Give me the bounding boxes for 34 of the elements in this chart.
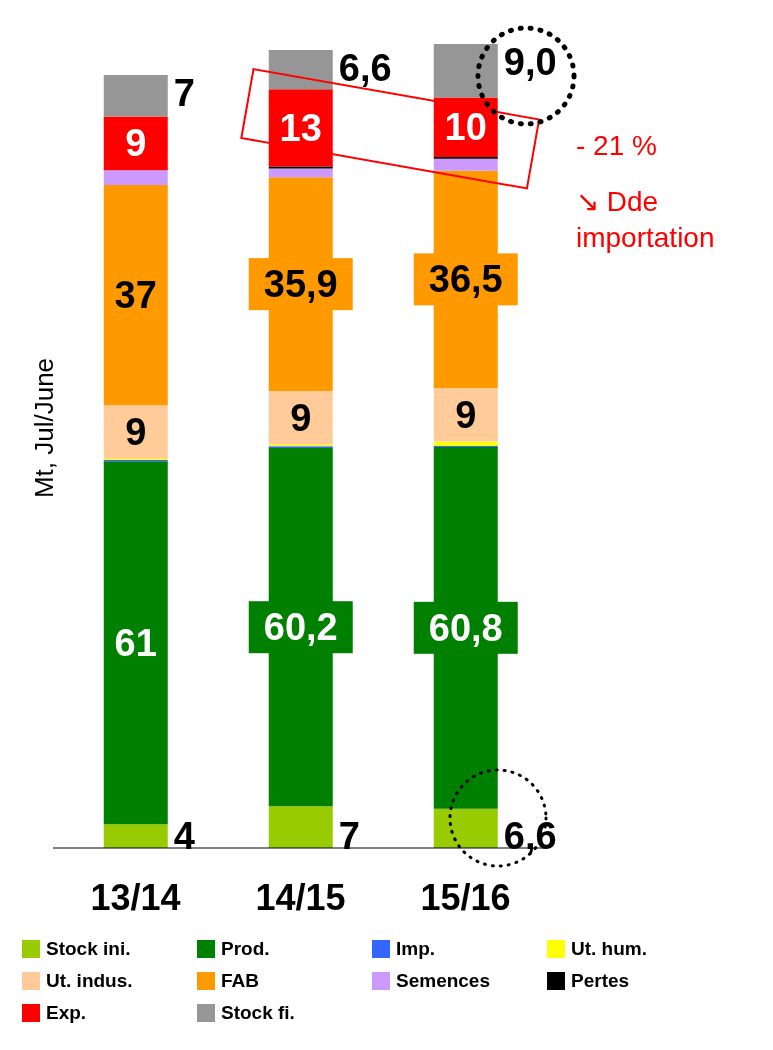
x-tick-label: 13/14 (90, 876, 181, 918)
data-label: 9 (455, 393, 477, 436)
legend-label: Prod. (221, 938, 270, 960)
data-label: 6,6 (503, 815, 557, 857)
legend-label: Stock ini. (46, 938, 131, 960)
data-label: 7 (338, 815, 360, 857)
data-label: 10 (444, 106, 487, 149)
legend-label: Pertes (571, 970, 630, 992)
text: ↘ Dde importation (576, 185, 716, 255)
data-label: 37 (114, 274, 157, 317)
data-label: 6,6 (338, 46, 392, 89)
legend-label: FAB (221, 970, 259, 992)
legend-label: Stock fi. (221, 1002, 295, 1024)
legend-label: Imp. (396, 938, 436, 960)
x-tick-label: 15/16 (420, 876, 511, 918)
data-label: 61 (114, 621, 157, 664)
data-label: 60,2 (263, 606, 338, 649)
x-tick-label: 14/15 (255, 876, 346, 918)
data-label: 9 (290, 396, 312, 439)
legend-label: Semences (396, 970, 491, 992)
data-label: 9 (125, 411, 147, 454)
data-label: 7 (173, 71, 195, 114)
legend-label: Ut. hum. (571, 938, 647, 960)
legend-label: Ut. indus. (46, 970, 133, 992)
y-axis-title: Mt, Jul/June (28, 357, 60, 499)
text: - 21 % (576, 129, 658, 163)
legend-label: Exp. (46, 1002, 87, 1024)
data-label: 9,0 (503, 41, 557, 83)
data-label: 13 (279, 106, 322, 149)
data-label: 60,8 (428, 606, 503, 649)
data-label: 9 (125, 122, 147, 165)
data-label: 35,9 (263, 263, 338, 306)
data-label: 4 (173, 815, 195, 857)
data-label: 36,5 (428, 258, 503, 301)
